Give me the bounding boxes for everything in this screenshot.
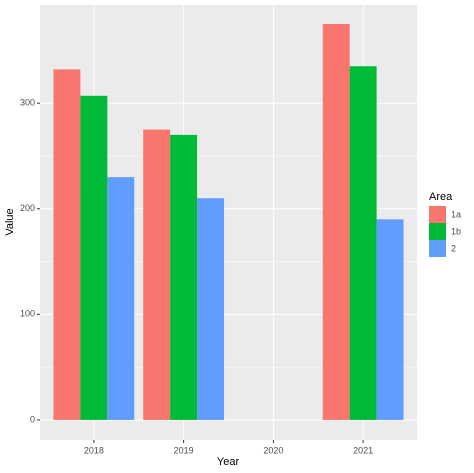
bar xyxy=(322,24,350,420)
legend-key xyxy=(429,240,446,257)
x-tick-label: 2019 xyxy=(174,445,194,455)
x-tick-label: 2018 xyxy=(84,445,104,455)
legend-label: 2 xyxy=(451,243,456,253)
legend-label: 1a xyxy=(451,209,461,219)
y-tick-label: 200 xyxy=(20,203,35,213)
y-tick-label: 0 xyxy=(30,414,35,424)
legend-title: Area xyxy=(429,191,453,203)
x-tick-label: 2021 xyxy=(353,445,373,455)
y-tick-label: 300 xyxy=(20,98,35,108)
y-tick-label: 100 xyxy=(20,309,35,319)
legend-key xyxy=(429,206,446,223)
bar xyxy=(376,219,404,420)
bar xyxy=(80,95,108,420)
y-axis-title: Value xyxy=(4,208,16,235)
x-axis-title: Year xyxy=(217,456,240,468)
bar xyxy=(143,129,171,420)
bar xyxy=(170,134,198,420)
bar xyxy=(107,177,135,420)
legend-label: 1b xyxy=(451,226,461,236)
bar xyxy=(53,69,81,420)
bar xyxy=(197,198,225,420)
legend-key xyxy=(429,223,446,240)
x-tick-label: 2020 xyxy=(263,445,283,455)
bar xyxy=(349,66,377,420)
